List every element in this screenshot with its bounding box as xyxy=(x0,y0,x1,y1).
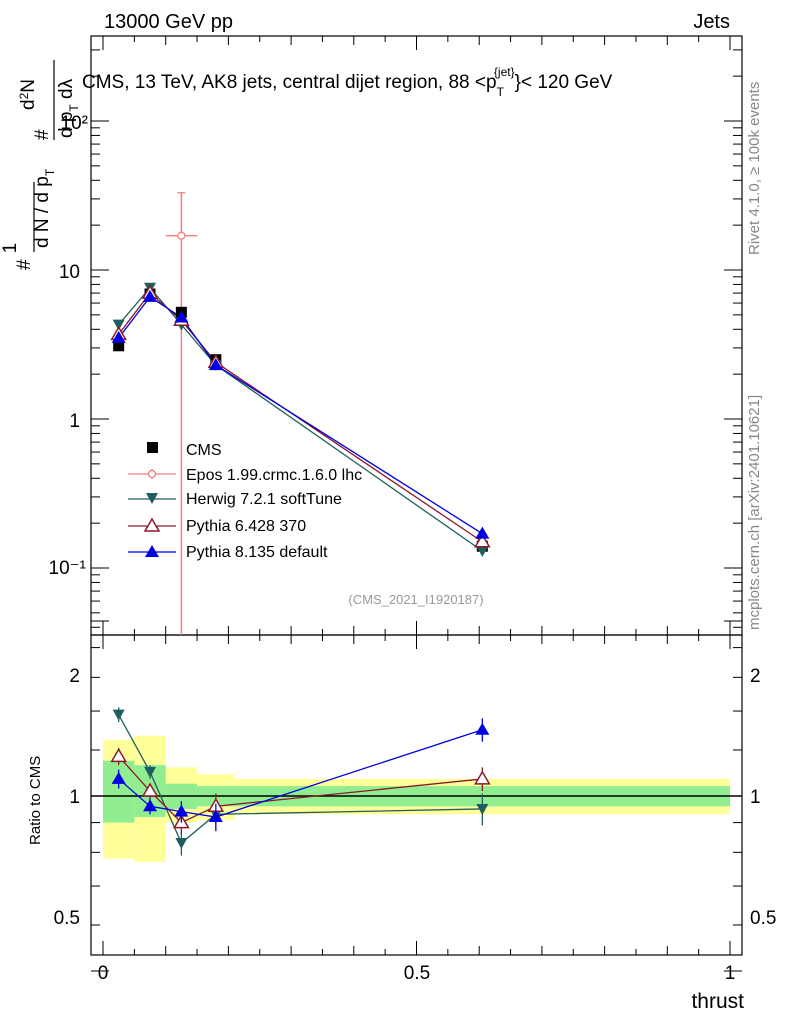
x-tick-0.5: 0.5 xyxy=(404,963,430,984)
legend: CMS Epos 1.99.crmc.1.6.0 lhc Herwig 7.2.… xyxy=(128,442,362,561)
svg-text:d2N: d2N xyxy=(17,79,39,110)
svg-text:d N / d pT: d N / d pT xyxy=(32,168,57,248)
pythia8-point xyxy=(143,289,158,302)
pythia8-ratio-point xyxy=(475,722,490,735)
ratio-tick-2-left: 2 xyxy=(69,666,80,687)
y-tick-0.1: 10⁻¹ xyxy=(49,558,87,579)
title-sub: T xyxy=(497,85,505,99)
ratio-tick-1-left: 1 xyxy=(69,787,80,808)
svg-text:#: # xyxy=(32,129,53,140)
x-axis-label: thrust xyxy=(691,990,744,1013)
x-tick-0: 0 xyxy=(98,963,109,984)
ratio-bands xyxy=(91,735,742,862)
svg-text:#1: #1 xyxy=(0,243,35,270)
header-left: 13000 GeV pp xyxy=(104,11,233,33)
pythia6-ratio-point xyxy=(110,747,127,763)
title-sup: {jet} xyxy=(494,65,515,79)
ratio-tick-2-right: 2 xyxy=(750,666,761,687)
y-axis-label-ratio: Ratio to CMS xyxy=(27,756,44,845)
main-plot-data xyxy=(110,192,491,635)
pythia8-ratio-point xyxy=(111,771,126,784)
herwig-point xyxy=(476,546,489,558)
header-right: Jets xyxy=(693,11,730,33)
legend-marker-pythia8 xyxy=(128,545,176,557)
cms-point xyxy=(113,340,125,352)
rivet-label: Rivet 4.1.0, ≥ 100k events xyxy=(746,82,763,255)
legend-marker-herwig xyxy=(128,493,176,504)
ratio-tick-0.5-left: 0.5 xyxy=(54,908,80,929)
legend-label-cms: CMS xyxy=(186,442,222,459)
pythia6-ratio-point xyxy=(141,782,159,797)
pythia8-point xyxy=(111,330,126,343)
herwig-point xyxy=(112,319,125,331)
herwig-ratio-point xyxy=(144,766,157,778)
pythia8-ratio-point xyxy=(208,810,223,823)
analysis-id: (CMS_2021_I1920187) xyxy=(348,592,483,607)
legend-marker-pythia6 xyxy=(128,517,176,532)
title-tail: }< 120 GeV xyxy=(515,72,613,93)
pythia8-point xyxy=(174,310,189,323)
herwig-ratio-point xyxy=(112,709,125,721)
ratio-plot-data xyxy=(110,707,491,856)
pythia8-ratio-point xyxy=(143,799,158,812)
pythia8-point xyxy=(208,358,223,371)
epos-point xyxy=(177,231,186,240)
legend-label-herwig: Herwig 7.2.1 softTune xyxy=(186,491,342,508)
y-axis-label-main: #1 d N / d pT # d2N d pT dλ xyxy=(0,60,81,270)
legend-label-pythia6: Pythia 6.428 370 xyxy=(186,518,306,535)
herwig-ratio-point xyxy=(476,803,489,815)
pythia8-point xyxy=(475,526,490,539)
y-tick-10: 10 xyxy=(59,262,80,283)
axis-ticks xyxy=(91,36,742,972)
mcplots-label: mcplots.cern.ch [arXiv:2401.10621] xyxy=(746,395,763,630)
plot-title: CMS, 13 TeV, AK8 jets, central dijet reg… xyxy=(82,65,613,99)
legend-label-pythia8: Pythia 8.135 default xyxy=(186,544,328,561)
pythia6-ratio-point xyxy=(474,770,491,785)
legend-marker-epos xyxy=(128,469,176,479)
pythia8-ratio-point xyxy=(174,804,189,817)
pythia6-point xyxy=(474,533,491,548)
y-tick-1: 1 xyxy=(69,411,80,432)
ratio-tick-0.5-right: 0.5 xyxy=(750,908,776,929)
legend-label-epos: Epos 1.99.crmc.1.6.0 lhc xyxy=(186,467,362,484)
legend-marker-cms xyxy=(147,442,158,453)
title-main: CMS, 13 TeV, AK8 jets, central dijet reg… xyxy=(82,72,497,93)
y-tick-100: 10² xyxy=(61,113,88,134)
x-tick-1: 1 xyxy=(725,963,736,984)
ratio-tick-1-right: 1 xyxy=(750,787,761,808)
herwig-ratio-point xyxy=(175,838,188,850)
